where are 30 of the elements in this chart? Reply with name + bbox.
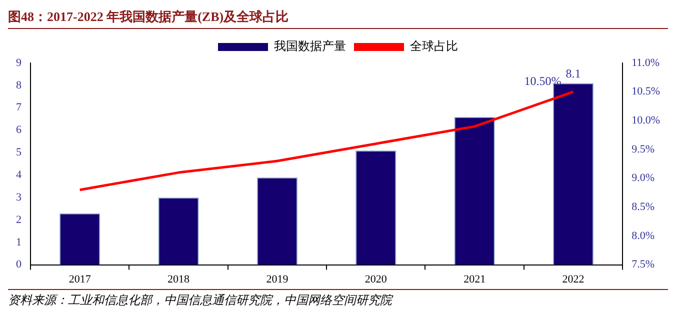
y-tick-label: 8 <box>16 79 22 92</box>
text: 资料来源：工业和信息化部，中国信息通信研究院，中国网络空间研究院 <box>8 289 668 309</box>
legend-label: 全球占比 <box>410 39 458 54</box>
legend-label: 我国数据产量 <box>274 39 346 54</box>
y-tick-label: 3 <box>16 191 22 204</box>
x-tick-label: 2017 <box>68 273 92 286</box>
y-tick-label: 0 <box>16 258 22 271</box>
y2-tick-label: 8.5% <box>632 201 655 214</box>
y-tick-label: 5 <box>16 146 22 159</box>
y2-tick-label: 8.0% <box>632 230 655 242</box>
x-tick-label: 2018 <box>168 273 190 286</box>
y-tick-label: 7 <box>16 102 22 114</box>
x-tick-label: 2021 <box>464 273 486 286</box>
y2-tick-label: 11.0% <box>632 56 660 69</box>
y-tick-label: 4 <box>16 169 22 181</box>
y2-tick-label: 7.5% <box>632 258 655 271</box>
chart-title: 图48：2017-2022 年我国数据产量(ZB)及全球占比 <box>8 8 668 29</box>
data-label: 8.1 <box>566 66 581 80</box>
y-tick-label: 9 <box>16 56 22 69</box>
x-tick-label: 2022 <box>562 273 584 286</box>
y2-tick-label: 10.0% <box>632 114 660 127</box>
y-tick-label: 6 <box>16 124 22 136</box>
y2-tick-label: 10.5% <box>632 86 660 98</box>
y2-tick-label: 9.5% <box>632 143 655 156</box>
x-tick-label: 2019 <box>266 273 289 286</box>
y-tick-label: 2 <box>16 214 22 226</box>
data-label: 10.50% <box>524 74 562 88</box>
y-tick-label: 1 <box>16 236 22 248</box>
x-tick-label: 2020 <box>364 273 388 286</box>
y2-tick-label: 9.0% <box>632 172 655 184</box>
